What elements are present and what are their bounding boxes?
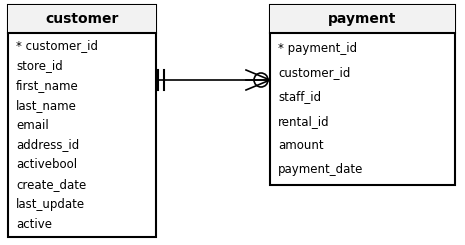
Text: * customer_id: * customer_id [16,39,98,52]
Text: activebool: activebool [16,158,77,171]
Text: store_id: store_id [16,59,63,72]
Text: rental_id: rental_id [278,115,330,128]
Bar [8,5,156,237]
Text: last_name: last_name [16,99,77,112]
Bar [270,5,455,185]
Bar [8,5,156,33]
Text: first_name: first_name [16,79,79,92]
Text: customer_id: customer_id [278,66,350,79]
Text: customer: customer [45,12,119,26]
Text: payment: payment [328,12,397,26]
Text: * payment_id: * payment_id [278,42,357,55]
Text: payment_date: payment_date [278,163,363,176]
Text: create_date: create_date [16,178,86,191]
Bar [270,5,455,33]
Text: active: active [16,218,52,231]
Text: last_update: last_update [16,198,85,211]
Text: address_id: address_id [16,138,79,151]
Text: staff_id: staff_id [278,90,321,103]
Text: email: email [16,119,49,132]
Text: amount: amount [278,139,324,152]
